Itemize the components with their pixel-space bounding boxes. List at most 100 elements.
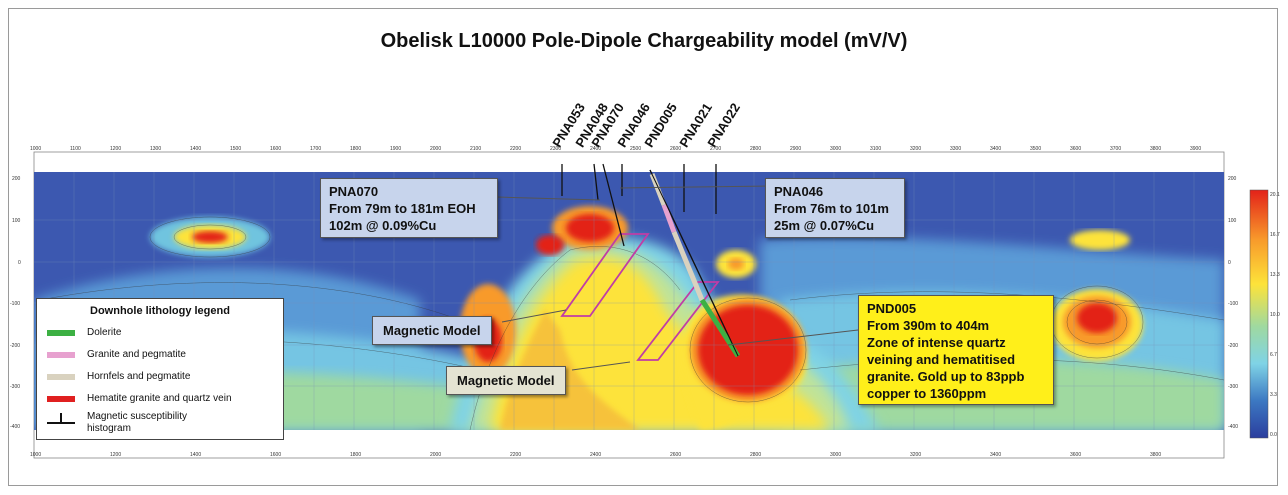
x-tick: 2800 — [750, 146, 762, 152]
x-tick: 2800 — [750, 452, 762, 458]
x-tick: 1600 — [270, 452, 282, 458]
callout-pna070-line2: From 79m to 181m EOH — [329, 201, 476, 216]
x-tick: 1200 — [110, 452, 122, 458]
x-tick: 1400 — [190, 146, 202, 152]
callout-pna070: PNA070 From 79m to 181m EOH 102m @ 0.09%… — [320, 178, 498, 238]
x-tick: 2600 — [670, 146, 682, 152]
hornfels-swatch — [47, 373, 75, 380]
y-tick: -400 — [1228, 424, 1239, 430]
lithology-legend: Downhole lithology legend Dolerite Grani… — [36, 298, 284, 440]
legend-item-hornfels: Hornfels and pegmatite — [47, 371, 190, 382]
figure-title: Obelisk L10000 Pole-Dipole Chargeability… — [380, 30, 908, 52]
x-tick: 3300 — [950, 146, 962, 152]
x-tick: 1600 — [270, 146, 282, 152]
x-tick: 1100 — [70, 146, 81, 152]
legend-label: Hornfels and pegmatite — [87, 371, 191, 382]
x-tick: 3100 — [870, 146, 882, 152]
legend-label: Dolerite — [87, 327, 122, 338]
legend-title: Downhole lithology legend — [90, 305, 230, 317]
colorbar-tick: 10.0 — [1270, 312, 1280, 318]
colorbar — [1249, 189, 1269, 439]
x-tick: 3000 — [830, 452, 842, 458]
x-tick: 1800 — [350, 146, 362, 152]
y-tick: -300 — [10, 384, 21, 390]
callout-pna046-line3: 25m @ 0.07%Cu — [774, 218, 875, 233]
x-tick: 2500 — [630, 146, 642, 152]
x-tick: 3200 — [910, 146, 922, 152]
x-tick: 2700 — [710, 146, 722, 152]
x-tick: 1700 — [310, 146, 322, 152]
y-tick: 200 — [12, 176, 21, 182]
y-tick: -300 — [1228, 384, 1239, 390]
callout-pnd005-line5: granite. Gold up to 83ppb — [867, 369, 1025, 384]
y-tick: 0 — [18, 260, 21, 266]
legend-label: Granite and pegmatite — [87, 349, 186, 360]
x-tick: 1000 — [30, 452, 42, 458]
x-tick: 3600 — [1070, 146, 1082, 152]
y-tick: -200 — [1228, 343, 1239, 349]
legend-item-dolerite: Dolerite — [47, 327, 121, 338]
x-tick: 3800 — [1150, 146, 1162, 152]
y-tick: -400 — [10, 424, 21, 430]
callout-pnd005-line2: From 390m to 404m — [867, 318, 990, 333]
x-tick: 3700 — [1110, 146, 1122, 152]
x-tick: 1800 — [350, 452, 362, 458]
x-tick: 3800 — [1150, 452, 1162, 458]
x-tick: 3200 — [910, 452, 922, 458]
colorbar-tick: 3.3 — [1270, 392, 1277, 398]
x-tick: 2200 — [510, 452, 522, 458]
x-tick: 1500 — [230, 146, 242, 152]
legend-label: Magnetic susceptibility histogram — [87, 411, 188, 434]
magnetic-model-label-1: Magnetic Model — [372, 316, 492, 345]
y-tick: 0 — [1228, 260, 1231, 266]
hematite-swatch — [47, 395, 75, 402]
histogram-symbol-icon — [47, 413, 75, 424]
x-tick: 2000 — [430, 452, 442, 458]
x-tick: 1000 — [30, 146, 42, 152]
callout-pna046-line2: From 76m to 101m — [774, 201, 889, 216]
callout-pna046-line1: PNA046 — [774, 184, 824, 199]
x-tick: 3900 — [1190, 146, 1202, 152]
x-tick: 2400 — [590, 146, 602, 152]
colorbar-tick: 16.7 — [1270, 232, 1280, 238]
callout-pnd005-line3: Zone of intense quartz — [867, 335, 1006, 350]
legend-label: Hematite granite and quartz vein — [87, 393, 232, 404]
colorbar-tick: 13.3 — [1270, 272, 1280, 278]
x-tick: 1400 — [190, 452, 202, 458]
callout-pna070-line1: PNA070 — [329, 184, 379, 199]
colorbar-tick: 0.0 — [1270, 432, 1277, 438]
colorbar-tick: 6.7 — [1270, 352, 1277, 358]
x-tick: 3500 — [1030, 146, 1042, 152]
magnetic-model-label-2: Magnetic Model — [446, 366, 566, 395]
x-tick: 2600 — [670, 452, 682, 458]
y-tick: -100 — [1228, 301, 1239, 307]
x-tick: 2300 — [550, 146, 562, 152]
magnetic-model-shape-1 — [560, 233, 650, 317]
callout-pna046: PNA046 From 76m to 101m 25m @ 0.07%Cu — [765, 178, 905, 238]
legend-item-granite: Granite and pegmatite — [47, 349, 186, 360]
y-tick: 100 — [12, 218, 21, 224]
x-tick: 2400 — [590, 452, 602, 458]
callout-pnd005: PND005 From 390m to 404m Zone of intense… — [858, 295, 1054, 405]
callout-pnd005-line6: copper to 1360ppm — [867, 386, 987, 401]
y-tick: -200 — [10, 343, 21, 349]
granite-swatch — [47, 351, 75, 358]
x-tick: 2000 — [430, 146, 442, 152]
x-tick: 2900 — [790, 146, 802, 152]
y-tick: -100 — [10, 301, 21, 307]
magnetic-model-shape-2 — [636, 281, 720, 361]
x-tick: 2200 — [510, 146, 522, 152]
x-tick: 3400 — [990, 452, 1002, 458]
callout-pna070-line3: 102m @ 0.09%Cu — [329, 218, 437, 233]
y-tick: 200 — [1228, 176, 1237, 182]
x-tick: 3600 — [1070, 452, 1082, 458]
legend-item-magnetic: Magnetic susceptibility histogram — [47, 411, 207, 435]
x-tick: 3000 — [830, 146, 842, 152]
y-tick: 100 — [1228, 218, 1237, 224]
x-tick: 1200 — [110, 146, 122, 152]
x-tick: 2100 — [470, 146, 482, 152]
x-tick: 1900 — [390, 146, 402, 152]
callout-pnd005-line4: veining and hematitised — [867, 352, 1016, 367]
x-tick: 3400 — [990, 146, 1002, 152]
legend-item-hematite: Hematite granite and quartz vein — [47, 393, 232, 404]
